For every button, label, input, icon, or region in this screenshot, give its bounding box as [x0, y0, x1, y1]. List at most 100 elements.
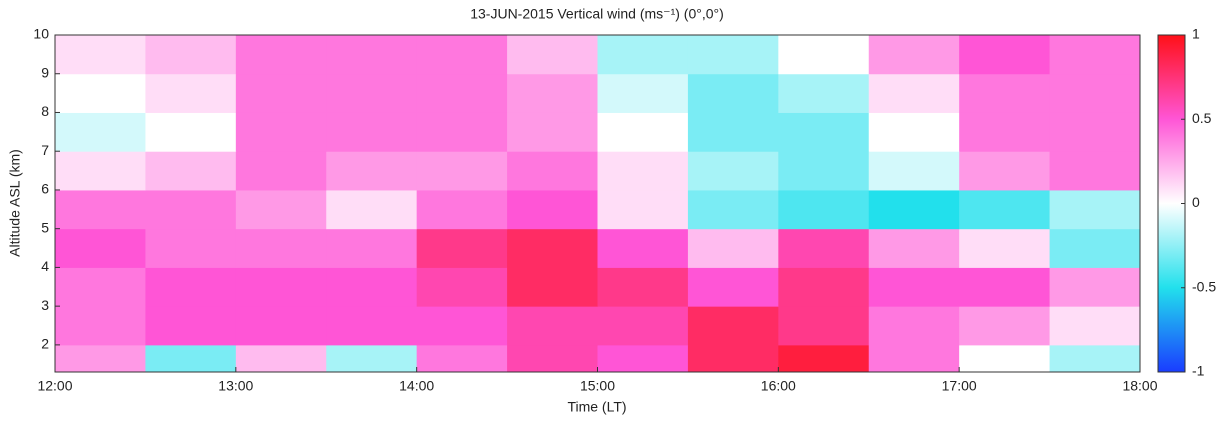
heatmap-cell [597, 35, 689, 75]
heatmap-cell [597, 306, 689, 346]
heatmap-cell [416, 306, 508, 346]
heatmap-cell [868, 267, 960, 307]
y-tick-label: 7 [41, 142, 49, 158]
y-tick-label: 9 [41, 64, 49, 80]
heatmap-cell [145, 35, 237, 75]
heatmap-cell [597, 151, 689, 191]
heatmap-cell [55, 73, 146, 113]
heatmap-cell [55, 189, 146, 230]
heatmap-cell [416, 35, 508, 75]
heatmap-cell [326, 228, 418, 268]
heatmap-cell [868, 73, 960, 113]
x-tick-label: 16:00 [761, 378, 796, 394]
heatmap-cell [1049, 306, 1141, 346]
heatmap-cell [235, 151, 327, 191]
heatmap-cell [326, 73, 418, 113]
y-axis-label: Altitude ASL (km) [7, 149, 23, 257]
heatmap-cell [868, 151, 960, 191]
heatmap-cell [868, 344, 960, 373]
heatmap-cell [597, 73, 689, 113]
heatmap-cell [687, 267, 779, 307]
heatmap-cell [326, 306, 418, 346]
heatmap-cell [597, 228, 689, 268]
heatmap-cell [959, 267, 1051, 307]
heatmap-cell [55, 228, 146, 268]
heatmap-cell [507, 306, 598, 346]
heatmap-cell [868, 228, 960, 268]
heatmap-cell [507, 112, 598, 152]
heatmap-cell [1049, 228, 1141, 268]
x-tick-label: 13:00 [218, 378, 253, 394]
heatmap-cell [326, 267, 418, 307]
heatmap-cell [145, 306, 237, 346]
heatmap-cell [145, 112, 237, 152]
heatmap-cell [778, 344, 870, 373]
heatmap-cell [55, 151, 146, 191]
heatmap-cell [326, 151, 418, 191]
heatmap-cell [868, 189, 960, 230]
heatmap-cell [868, 112, 960, 152]
x-axis-label: Time (LT) [567, 399, 626, 415]
heatmap-cell [597, 344, 689, 373]
heatmap-cell [235, 267, 327, 307]
heatmap-cell [959, 189, 1051, 230]
heatmap-cell [235, 112, 327, 152]
heatmap-cell [597, 112, 689, 152]
heatmap-cell [507, 35, 598, 75]
y-tick-label: 10 [33, 26, 49, 42]
heatmap-cell [145, 267, 237, 307]
heatmap-cell [507, 189, 598, 230]
heatmap-cell [416, 151, 508, 191]
colorbar-tick-label: 0.5 [1192, 110, 1212, 126]
heatmap-cell [235, 189, 327, 230]
heatmap-cell [235, 344, 327, 373]
heatmap-cell [959, 228, 1051, 268]
heatmap-cell [145, 228, 237, 268]
heatmap-cell [326, 189, 418, 230]
heatmap-cell [1049, 35, 1141, 75]
heatmap-cell [687, 35, 779, 75]
heatmap-cell [597, 189, 689, 230]
heatmap-cell [235, 228, 327, 268]
heatmap-cell [416, 189, 508, 230]
heatmap-cell [55, 344, 146, 373]
colorbar-tick-label: 1 [1192, 26, 1200, 42]
heatmap-cell [507, 267, 598, 307]
heatmap-cell [687, 344, 779, 373]
heatmap-cell [55, 306, 146, 346]
heatmap-cell [959, 306, 1051, 346]
x-tick-label: 12:00 [37, 378, 72, 394]
y-tick-label: 4 [41, 258, 49, 274]
heatmap-cell [959, 344, 1051, 373]
heatmap-cell [959, 112, 1051, 152]
y-tick-label: 3 [41, 297, 49, 313]
heatmap-cell [1049, 267, 1141, 307]
heatmap-cell [1049, 189, 1141, 230]
heatmap-cell [145, 344, 237, 373]
heatmap-cell [959, 73, 1051, 113]
heatmap-cell [1049, 73, 1141, 113]
heatmap-cell [868, 35, 960, 75]
y-tick-label: 6 [41, 181, 49, 197]
colorbar-tick-label: -0.5 [1192, 278, 1216, 294]
heatmap-cell [507, 151, 598, 191]
heatmap-cell [145, 189, 237, 230]
x-tick-label: 18:00 [1122, 378, 1157, 394]
colorbar-tick-label: 0 [1192, 194, 1200, 210]
heatmap-cell [507, 228, 598, 268]
heatmap-cell [778, 73, 870, 113]
heatmap-cell [145, 73, 237, 113]
heatmap-cell [778, 112, 870, 152]
colorbar-tick-label: -1 [1192, 363, 1205, 379]
heatmap-cell [959, 35, 1051, 75]
y-tick-label: 5 [41, 219, 49, 235]
heatmap-cell [687, 73, 779, 113]
y-tick-label: 8 [41, 103, 49, 119]
heatmap-cell [778, 228, 870, 268]
heatmap-cell [145, 151, 237, 191]
heatmap-cell [55, 35, 146, 75]
heatmap-cell [778, 267, 870, 307]
heatmap-cell [235, 306, 327, 346]
heatmap-cell [416, 112, 508, 152]
